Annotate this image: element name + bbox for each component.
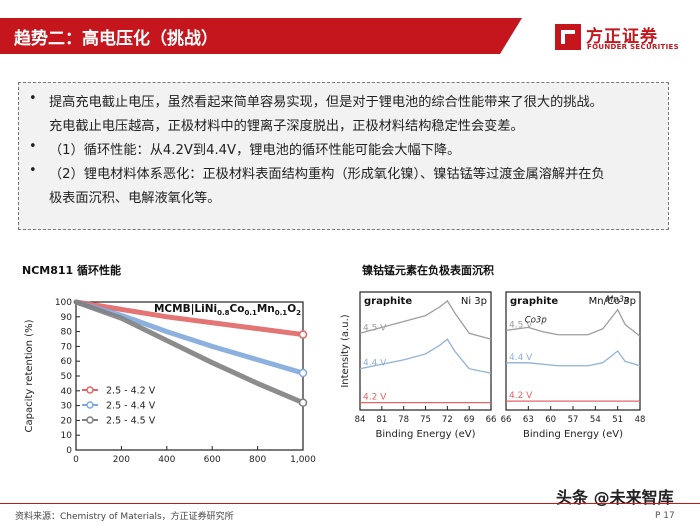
series-line xyxy=(73,299,306,338)
spectrum-label: 4.4 V xyxy=(363,359,387,369)
bullet-text: （2）锂电材料体系恶化：正极材料表面结构重构（形成氧化镍）、镍钴锰等过渡金属溶解… xyxy=(49,167,605,182)
y-tick-label: 90 xyxy=(61,313,73,323)
spectrum-line xyxy=(359,338,492,374)
peak-label-co: Co3p xyxy=(525,315,547,325)
right-chart-title: 镍钴锰元素在负极表面沉积 xyxy=(362,264,494,277)
legend-label: 2.5 - 4.2 V xyxy=(106,386,156,397)
ni-xps-chart: graphite Ni 3p 84 81 78 75 72 69 66 Binding Energ… xyxy=(340,291,497,440)
x-axis-label: Binding Energy (eV) xyxy=(376,429,476,440)
legend-marker xyxy=(86,386,94,394)
x-tick-label: 60 xyxy=(545,415,556,425)
x-tick-label: 66 xyxy=(501,415,512,425)
plot-title-part: 0.1 xyxy=(244,309,257,317)
series-end-marker xyxy=(298,368,308,378)
bullet-dot: • xyxy=(29,91,37,106)
left-chart-title: NCM811 循环性能 xyxy=(22,264,122,277)
plot-title-part: 0.8 xyxy=(217,309,230,317)
mnco-xps-chart: graphite Mn/Co 3p 66 63 60 57 54 51 48 Binding En… xyxy=(501,291,646,440)
panel-label: graphite xyxy=(510,296,558,307)
x-tick-label: 78 xyxy=(398,415,409,425)
y-tick-label: 10 xyxy=(61,431,73,441)
x-tick-label: 75 xyxy=(420,415,431,425)
footer-divider xyxy=(0,503,700,504)
watermark: 头条 @未来智库 xyxy=(556,488,674,507)
spectrum-label: 4.5 V xyxy=(509,320,533,330)
y-tick-label: 0 xyxy=(66,446,72,456)
legend-marker xyxy=(86,401,94,409)
x-tick-label: 1,000 xyxy=(290,455,316,465)
x-tick-label: 69 xyxy=(464,415,475,425)
y-tick-label: 50 xyxy=(61,372,73,382)
spectrum-line xyxy=(506,350,641,367)
page-number: P 17 xyxy=(655,511,675,521)
y-tick-label: 60 xyxy=(61,357,73,367)
bullet-dot: • xyxy=(29,163,37,178)
plot-frame xyxy=(75,301,304,451)
plot-title-part: 2 xyxy=(296,309,301,317)
x-tick-label: 72 xyxy=(442,415,453,425)
x-tick-label: 0 xyxy=(73,455,79,465)
bullet-text: （1）循环性能：从4.2V到4.4V，锂电池的循环性能可能会大幅下降。 xyxy=(49,143,461,158)
title-bar-tail xyxy=(500,18,522,54)
plot-title-part: 0.1 xyxy=(275,309,288,317)
x-tick-label: 48 xyxy=(635,415,646,425)
spectrum-line xyxy=(359,299,492,340)
x-tick-label: 51 xyxy=(612,415,623,425)
legend-marker xyxy=(86,416,94,424)
x-tick-label: 57 xyxy=(568,415,579,425)
spectrum-line xyxy=(505,308,641,337)
plot-title-part: Mn xyxy=(257,303,275,315)
bullet-dot: • xyxy=(29,139,37,154)
legend-label: 2.5 - 4.5 V xyxy=(106,416,156,427)
logo-text: 方正证券 xyxy=(586,27,658,47)
panel-label: graphite xyxy=(364,296,412,307)
spectrum-label: 4.2 V xyxy=(363,393,387,403)
y-axis-label: Intensity (a.u.) xyxy=(340,314,351,387)
cycling-chart: 0 10 20 30 40 50 60 70 80 90 100 0 200 400 600 800 1,000… xyxy=(24,298,316,465)
x-tick-label: 54 xyxy=(590,415,601,425)
bullet-text: 充电截止电压越高，正极材料中的锂离子深度脱出，正极材料结构稳定性会变差。 xyxy=(49,119,524,134)
plot-title-part: Co xyxy=(230,303,245,315)
x-tick-label: 66 xyxy=(486,415,497,425)
bullet-text: 极表面沉积、电解液氧化等。 xyxy=(49,191,221,206)
logo-subtext: FOUNDER SECURITIES xyxy=(587,43,679,51)
x-tick-label: 600 xyxy=(204,455,221,465)
y-axis-label: Capacity retention (%) xyxy=(24,319,35,432)
element-label: Ni 3p xyxy=(461,296,487,307)
plot-title: MCMB|LiNi0.8Co0.1Mn0.1O2 xyxy=(154,303,301,317)
x-tick-label: 200 xyxy=(113,455,130,465)
peak-label-mn: Mn3p xyxy=(606,295,630,305)
series-end-marker xyxy=(298,398,308,407)
x-tick-label: 800 xyxy=(249,455,266,465)
x-tick-label: 84 xyxy=(355,415,366,425)
founder-logo-icon xyxy=(555,24,581,50)
footer-source: 资料来源：Chemistry of Materials，方正证券研究所 xyxy=(15,512,234,522)
spectrum-label: 4.4 V xyxy=(509,353,533,363)
plot-title-part: MCMB|LiNi xyxy=(154,303,217,315)
y-tick-label: 40 xyxy=(61,387,73,397)
plot-title-part: O xyxy=(287,303,296,315)
x-axis-label: Binding Energy (eV) xyxy=(523,429,623,440)
spectrum-label: 4.2 V xyxy=(509,391,533,401)
spectrum-label: 4.5 V xyxy=(363,323,387,333)
bullet-text: 提高充电截止电压，虽然看起来简单容易实现，但是对于锂电池的综合性能带来了很大的挑… xyxy=(49,95,603,110)
element-label: Mn/Co 3p xyxy=(589,296,636,307)
title-bar xyxy=(0,18,500,54)
legend-label: 2.5 - 4.4 V xyxy=(106,401,156,412)
slide-header: 趋势二：高电压化（挑战） 方正证券 FOUNDER SECURITIES xyxy=(0,0,700,62)
series-end-marker xyxy=(298,330,308,339)
x-tick-label: 63 xyxy=(523,415,534,425)
y-tick-label: 80 xyxy=(61,328,73,338)
series-line xyxy=(73,299,306,406)
bullet-box: • 提高充电截止电压，虽然看起来简单容易实现，但是对于锂电池的综合性能带来了很大… xyxy=(18,82,669,230)
y-tick-label: 100 xyxy=(55,298,72,308)
x-tick-label: 81 xyxy=(376,415,387,425)
y-tick-label: 70 xyxy=(61,342,73,352)
x-tick-label: 400 xyxy=(158,455,175,465)
y-tick-label: 30 xyxy=(61,402,73,412)
y-tick-label: 20 xyxy=(61,416,73,426)
slide-title: 趋势二：高电压化（挑战） xyxy=(14,29,218,49)
